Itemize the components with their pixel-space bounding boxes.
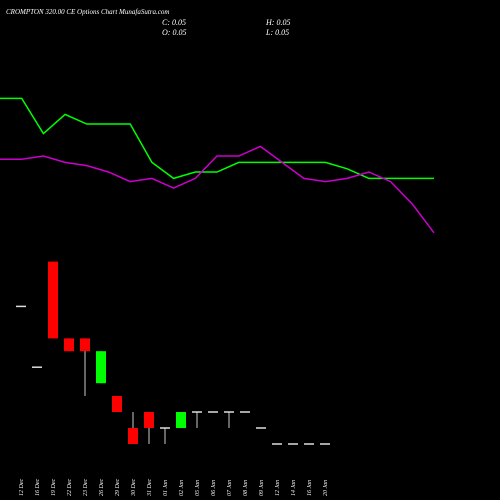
x-tick-label: 06 Jan <box>211 480 217 496</box>
x-tick-label: 05 Jan <box>195 480 201 496</box>
x-tick-label: 22 Dec <box>67 479 73 496</box>
candle-body <box>64 338 74 352</box>
x-tick-label: 16 Jan <box>307 480 313 496</box>
candle-body <box>48 261 58 339</box>
x-tick-label: 19 Dec <box>51 479 57 496</box>
candle-body <box>80 338 90 352</box>
candle-body <box>112 396 122 412</box>
candle-body <box>144 412 154 428</box>
x-tick-label: 09 Jan <box>259 480 265 496</box>
chart-title: CROMPTON 320.00 CE Options Chart MunafaS… <box>6 8 169 16</box>
stat-high: H: 0.05 <box>265 18 290 27</box>
x-tick-label: 20 Jan <box>323 480 329 496</box>
x-tick-label: 30 Dec <box>131 479 137 497</box>
x-tick-label: 01 Jan <box>163 480 169 496</box>
x-tick-label: 26 Dec <box>99 479 105 496</box>
x-tick-label: 23 Dec <box>83 479 89 496</box>
stat-open: O: 0.05 <box>162 28 186 37</box>
stat-low: L: 0.05 <box>265 28 289 37</box>
x-tick-label: 16 Dec <box>35 479 41 496</box>
indicator-line <box>0 97 434 180</box>
x-tick-label: 12 Dec <box>19 479 25 496</box>
stat-close: C: 0.05 <box>162 18 186 27</box>
candle-body <box>96 351 106 384</box>
indicator-line <box>0 145 435 234</box>
candle-body <box>176 412 186 428</box>
x-tick-label: 14 Jan <box>290 480 297 496</box>
x-tick-label: 31 Dec <box>147 479 153 497</box>
x-tick-label: 02 Jan <box>179 480 185 496</box>
x-tick-label: 12 Jan <box>275 480 281 496</box>
x-tick-label: 29 Dec <box>115 479 121 496</box>
x-tick-label: 08 Jan <box>243 480 249 496</box>
x-tick-label: 07 Jan <box>227 480 233 496</box>
candle-body <box>128 428 138 444</box>
